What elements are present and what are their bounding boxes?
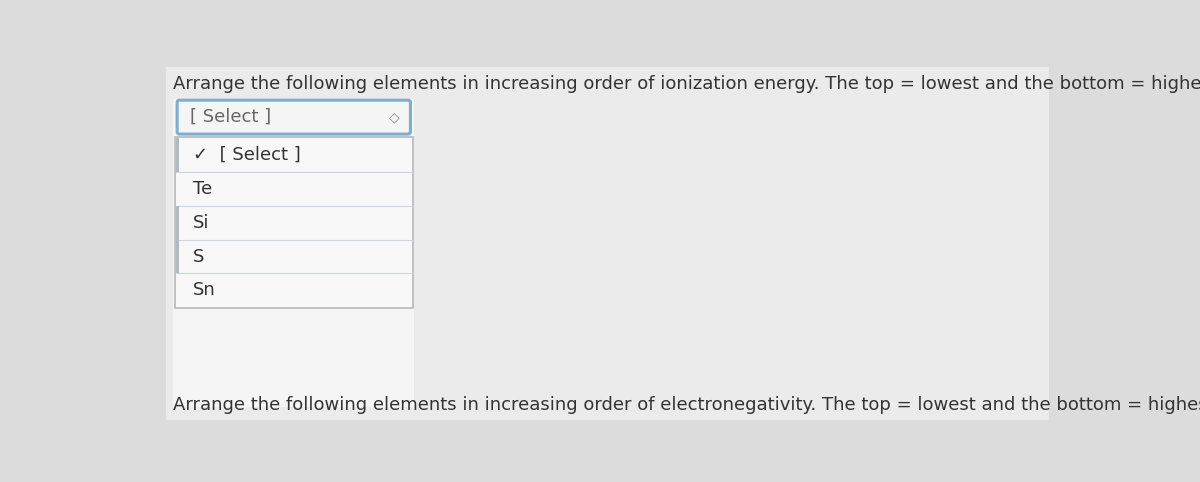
Text: Si: Si xyxy=(193,214,209,232)
Text: Sn: Sn xyxy=(193,281,215,299)
Bar xyxy=(175,240,180,273)
Text: [ Select ]: [ Select ] xyxy=(191,108,271,126)
Bar xyxy=(175,138,412,172)
Text: Te: Te xyxy=(193,180,212,198)
Text: Arrange the following elements in increasing order of electronegativity. The top: Arrange the following elements in increa… xyxy=(173,396,1200,414)
Bar xyxy=(175,206,180,240)
FancyBboxPatch shape xyxy=(178,100,410,134)
Bar xyxy=(175,206,412,240)
Text: ✓  [ Select ]: ✓ [ Select ] xyxy=(193,146,300,164)
Text: ◇: ◇ xyxy=(389,110,400,124)
Bar xyxy=(175,240,412,273)
Bar xyxy=(175,172,412,206)
Text: S: S xyxy=(193,247,204,266)
Bar xyxy=(175,138,180,172)
Bar xyxy=(173,99,414,407)
Text: Arrange the following elements in increasing order of ionization energy. The top: Arrange the following elements in increa… xyxy=(173,75,1200,93)
Bar xyxy=(175,273,412,308)
Bar xyxy=(175,137,413,308)
